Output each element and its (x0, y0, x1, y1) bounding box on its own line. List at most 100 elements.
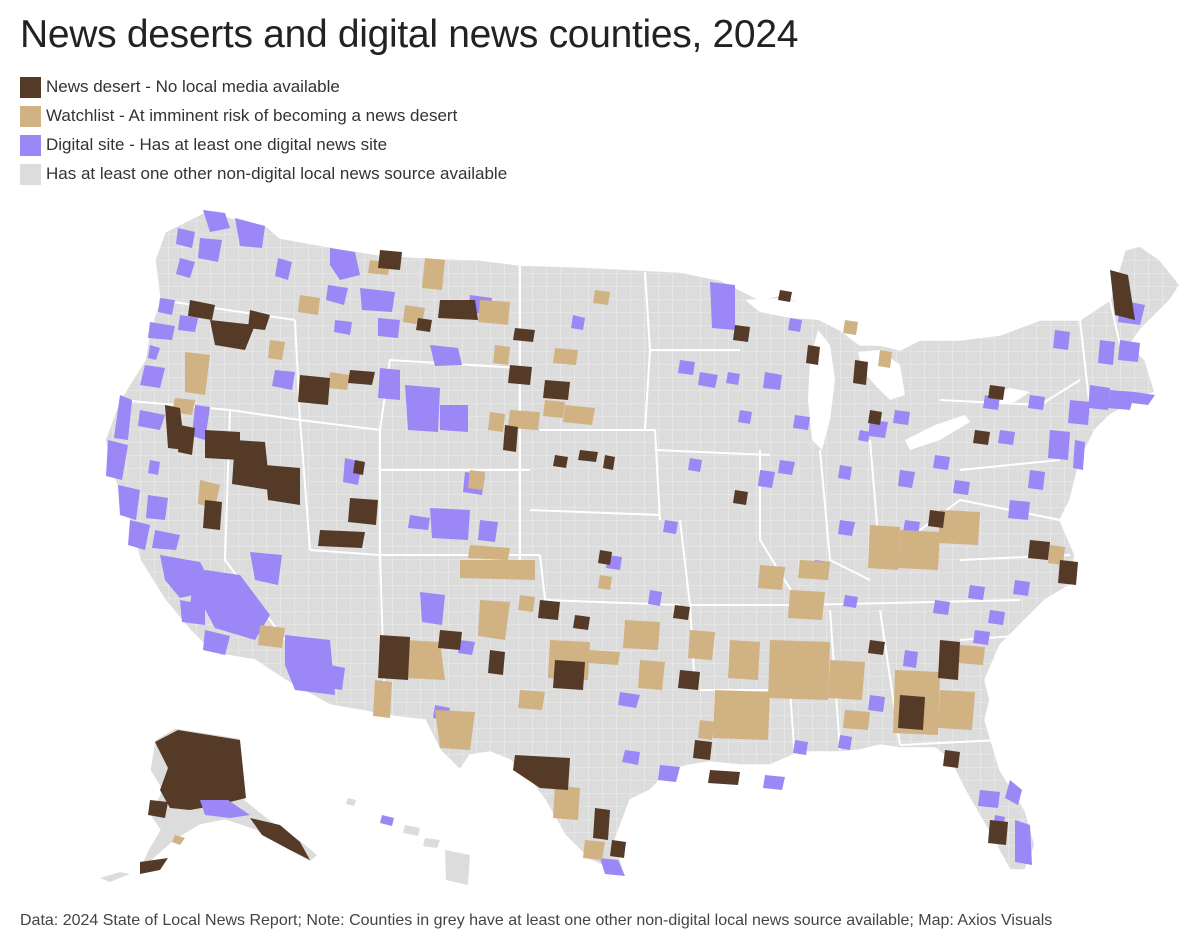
digital-county (1118, 340, 1140, 362)
legend-label-news-desert: News desert - No local media available (46, 77, 340, 96)
news-desert-county (610, 840, 626, 858)
digital-county (973, 630, 990, 645)
digital-county (868, 420, 888, 438)
lake-superior (745, 298, 840, 320)
digital-county (148, 345, 160, 360)
digital-county (571, 315, 585, 330)
watchlist-counties (172, 258, 1065, 860)
news-desert-county (1110, 270, 1135, 320)
legend-item-news-desert: News desert - No local media available (20, 76, 507, 98)
hawaii-island (380, 815, 394, 826)
digital-site-counties (106, 210, 1155, 876)
digital-county (763, 372, 782, 390)
watchlist-county (758, 565, 785, 590)
watchlist-county (172, 835, 185, 845)
news-desert-county (298, 375, 330, 405)
news-desert-county (205, 430, 240, 460)
watchlist-county (638, 660, 665, 690)
digital-county (430, 345, 462, 366)
digital-county (678, 360, 695, 375)
news-desert-county (1058, 560, 1078, 585)
aleutian-islands (100, 872, 130, 882)
news-desert-county (513, 755, 570, 790)
watchlist-county (878, 350, 892, 368)
watchlist-county (1048, 545, 1065, 565)
news-desert-county (503, 425, 518, 452)
news-desert-county (348, 370, 375, 385)
digital-county (998, 430, 1015, 445)
digital-county (158, 298, 175, 315)
digital-county (838, 735, 852, 750)
digital-county (198, 238, 222, 262)
watchlist-county (728, 640, 760, 680)
digital-county (1053, 330, 1070, 350)
news-desert-county (553, 660, 585, 690)
digital-county (458, 640, 475, 655)
digital-county (146, 495, 168, 520)
digital-county (793, 415, 810, 430)
watchlist-county (508, 410, 540, 430)
news-desert-county (543, 380, 570, 400)
watchlist-county (488, 412, 505, 432)
watchlist-county (185, 352, 210, 395)
digital-county (1108, 390, 1135, 410)
digital-county (933, 455, 950, 470)
digital-county (272, 370, 295, 390)
news-desert-county (973, 430, 990, 445)
news-desert-county (318, 530, 365, 548)
us-county-map (100, 210, 1181, 885)
digital-county (148, 460, 160, 475)
hawaii (346, 798, 470, 885)
digital-county (478, 520, 498, 542)
digital-county (1073, 440, 1085, 470)
digital-county (622, 750, 640, 765)
source-note: Data: 2024 State of Local News Report; N… (20, 912, 1053, 929)
digital-county (893, 410, 910, 425)
digital-county (953, 480, 970, 495)
digital-county (1005, 780, 1022, 805)
digital-county (618, 692, 640, 708)
digital-county (378, 368, 400, 400)
legend-label-watchlist: Watchlist - At imminent risk of becoming… (46, 106, 458, 125)
digital-county (843, 595, 858, 608)
digital-county (778, 460, 795, 475)
watchlist-county (768, 640, 830, 700)
watchlist-county (258, 625, 285, 648)
news-desert-county (210, 320, 255, 350)
watchlist-county (543, 400, 565, 418)
news-desert-county (603, 455, 615, 470)
digital-county (1013, 580, 1030, 596)
watchlist-county (478, 300, 510, 325)
digital-county (200, 800, 250, 818)
digital-county (203, 630, 230, 655)
news-desert-county (868, 410, 882, 425)
watchlist-county (843, 710, 870, 730)
watchlist-county (435, 710, 475, 750)
watchlist-county (798, 560, 830, 580)
legend-swatch-other-source (20, 163, 41, 185)
news-desert-county (265, 465, 300, 505)
digital-county (663, 520, 678, 534)
digital-county (648, 590, 662, 606)
news-desert-county (378, 250, 402, 270)
legend-label-other-source: Has at least one other non-digital local… (46, 164, 508, 183)
news-desert-county (693, 740, 712, 760)
digital-county (420, 592, 445, 625)
digital-county (140, 365, 165, 388)
news-desert-county (1028, 540, 1050, 560)
news-desert-county (573, 615, 590, 630)
news-desert-county (938, 640, 960, 680)
digital-county (326, 285, 348, 305)
news-desert-county (232, 440, 270, 490)
lake-erie (905, 415, 970, 450)
digital-county (178, 315, 198, 332)
news-desert-county (416, 318, 432, 332)
contiguous-us (104, 211, 1181, 877)
digital-county (688, 458, 702, 472)
watchlist-county (518, 690, 545, 710)
lake-huron (858, 350, 905, 400)
watchlist-county (405, 640, 445, 680)
legend-swatch-news-desert (20, 76, 41, 98)
digital-county (858, 430, 870, 442)
digital-county (1008, 500, 1030, 520)
